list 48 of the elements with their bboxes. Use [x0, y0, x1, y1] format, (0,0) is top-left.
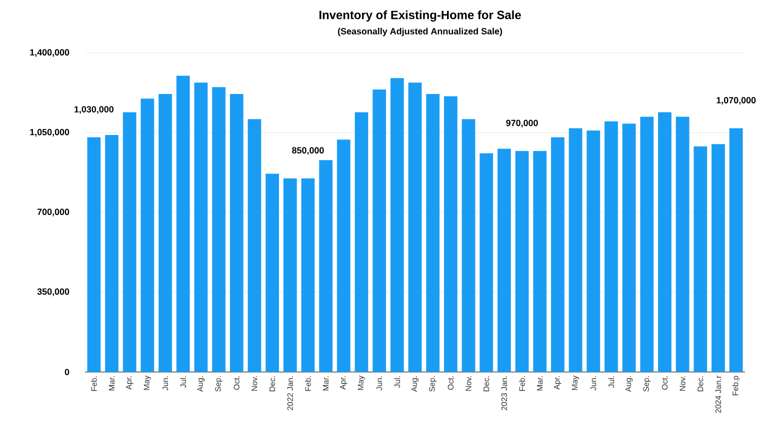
bar [266, 174, 279, 372]
bar [729, 128, 743, 372]
bar [498, 148, 511, 372]
bar [105, 135, 118, 372]
bar [604, 121, 618, 372]
data-label: 970,000 [506, 120, 538, 128]
bar [301, 178, 315, 372]
bar [336, 140, 350, 372]
y-tick-label: 1,400,000 [30, 49, 70, 57]
bar [480, 153, 494, 372]
data-label: 1,070,000 [716, 97, 756, 105]
bar [354, 112, 368, 372]
y-tick-label: 0 [64, 368, 70, 376]
bar [568, 128, 582, 372]
bar [87, 137, 101, 372]
y-tick-label: 350,000 [37, 288, 70, 296]
y-tick-label: 700,000 [37, 208, 70, 216]
bar [444, 96, 458, 372]
bar [426, 94, 440, 372]
bar [694, 146, 708, 372]
bar [658, 112, 672, 372]
chart-subtitle: (Seasonally Adjusted Annualized Sale) [338, 28, 502, 36]
bar [140, 98, 154, 372]
data-label: 1,030,000 [74, 106, 114, 114]
chart-title: Inventory of Existing-Home for Sale [320, 10, 521, 22]
bar [462, 119, 476, 372]
bar [176, 76, 190, 372]
bar [515, 150, 529, 372]
bar [551, 137, 564, 372]
data-label: 850,000 [292, 147, 324, 155]
bar [712, 144, 725, 372]
bar [194, 82, 208, 372]
bar [158, 94, 172, 372]
y-tick-label: 1,050,000 [30, 128, 70, 137]
bar [212, 87, 226, 372]
bar [408, 82, 422, 372]
bar [586, 130, 600, 372]
bar [248, 119, 262, 372]
bar [372, 89, 386, 372]
bar [319, 160, 333, 372]
bar [622, 124, 636, 372]
bar [640, 116, 654, 372]
bar [390, 78, 404, 372]
bar [122, 112, 136, 372]
bar [283, 178, 297, 372]
bar [533, 150, 547, 372]
bar [676, 116, 690, 372]
bar [230, 94, 244, 372]
